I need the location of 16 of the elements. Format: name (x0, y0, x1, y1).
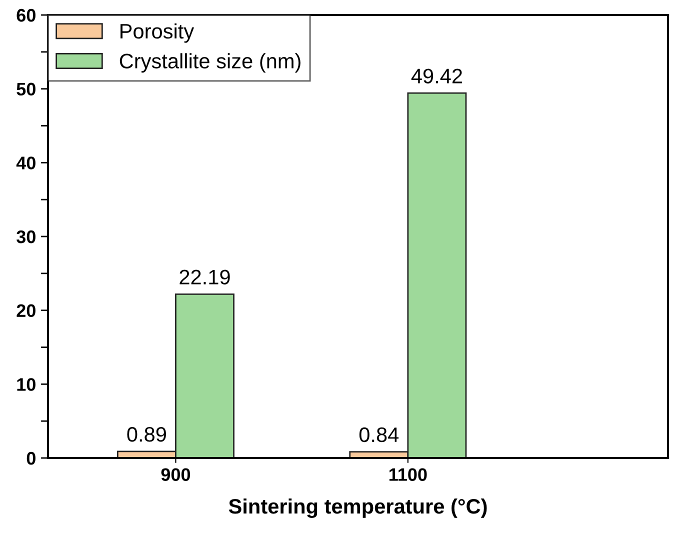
x-tick-label: 900 (161, 468, 190, 481)
y-tick-label: 20 (16, 304, 36, 318)
data-label: 0.89 (127, 427, 166, 442)
y-tick-label: 50 (16, 82, 36, 96)
x-axis-title: Sintering temperature (°C) (228, 498, 487, 518)
data-label: 49.42 (411, 68, 462, 84)
y-tick-label: 0 (26, 452, 36, 465)
legend-label: Porosity (120, 23, 194, 43)
y-tick-label: 40 (16, 156, 36, 170)
x-tick-label: 1100 (389, 468, 427, 481)
y-tick-label: 30 (16, 230, 36, 244)
data-label: 22.19 (180, 270, 230, 284)
y-tick-label: 60 (16, 8, 36, 22)
legend-label: Crystallite size (nm) (120, 53, 300, 73)
data-label: 0.84 (359, 427, 399, 442)
y-tick-label: 10 (17, 378, 36, 391)
